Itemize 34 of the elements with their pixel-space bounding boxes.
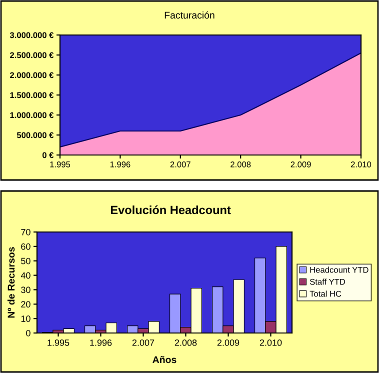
y-tick-label: 500.000 € [16, 132, 54, 138]
y-tick-label: 0 € [42, 152, 54, 158]
x-axis-title: Años [152, 356, 176, 364]
y-tick-label: 20 [21, 301, 30, 308]
x-tick-label: 2.010 [260, 339, 282, 346]
y-tick-label: 60 [21, 243, 30, 250]
x-tick-label: 2.010 [350, 161, 372, 168]
y-tick-label: 50 [21, 258, 30, 264]
x-tick-label: 2.008 [174, 339, 197, 346]
x-tick-label: 1.995 [48, 339, 70, 346]
y-tick-label: 1.500.000 € [10, 92, 54, 98]
x-tick-label: 2.008 [230, 161, 251, 168]
chart-title: Evolución Headcount [111, 205, 231, 214]
y-tick-label: 1.000.000 € [10, 112, 54, 118]
x-tick-label: 2.007 [132, 339, 154, 346]
x-tick-label: 2.007 [170, 161, 190, 168]
y-tick-label: 2.500.000 € [10, 52, 54, 58]
y-tick-label: 2.000.000 € [10, 72, 54, 78]
x-tick-label: 1.996 [90, 339, 112, 346]
chart-title: Facturación [164, 11, 214, 19]
y-axis-title: Nº de Recursos [7, 247, 15, 318]
y-tick-label: 3.000.000 € [10, 32, 54, 38]
legend-label: Staff YTD [310, 278, 346, 285]
legend-label: Total HC [310, 290, 342, 297]
x-tick-label: 2.009 [217, 339, 240, 346]
y-tick-label: 10 [21, 316, 30, 322]
x-tick-label: 1.996 [110, 161, 130, 168]
x-tick-label: 1.995 [50, 161, 70, 168]
y-tick-label: 70 [21, 228, 30, 236]
y-tick-label: 0 [26, 330, 30, 336]
y-tick-label: 30 [21, 286, 30, 294]
x-tick-label: 2.009 [290, 161, 311, 168]
legend-label: Headcount YTD [310, 266, 368, 273]
y-tick-label: 40 [20, 272, 30, 279]
